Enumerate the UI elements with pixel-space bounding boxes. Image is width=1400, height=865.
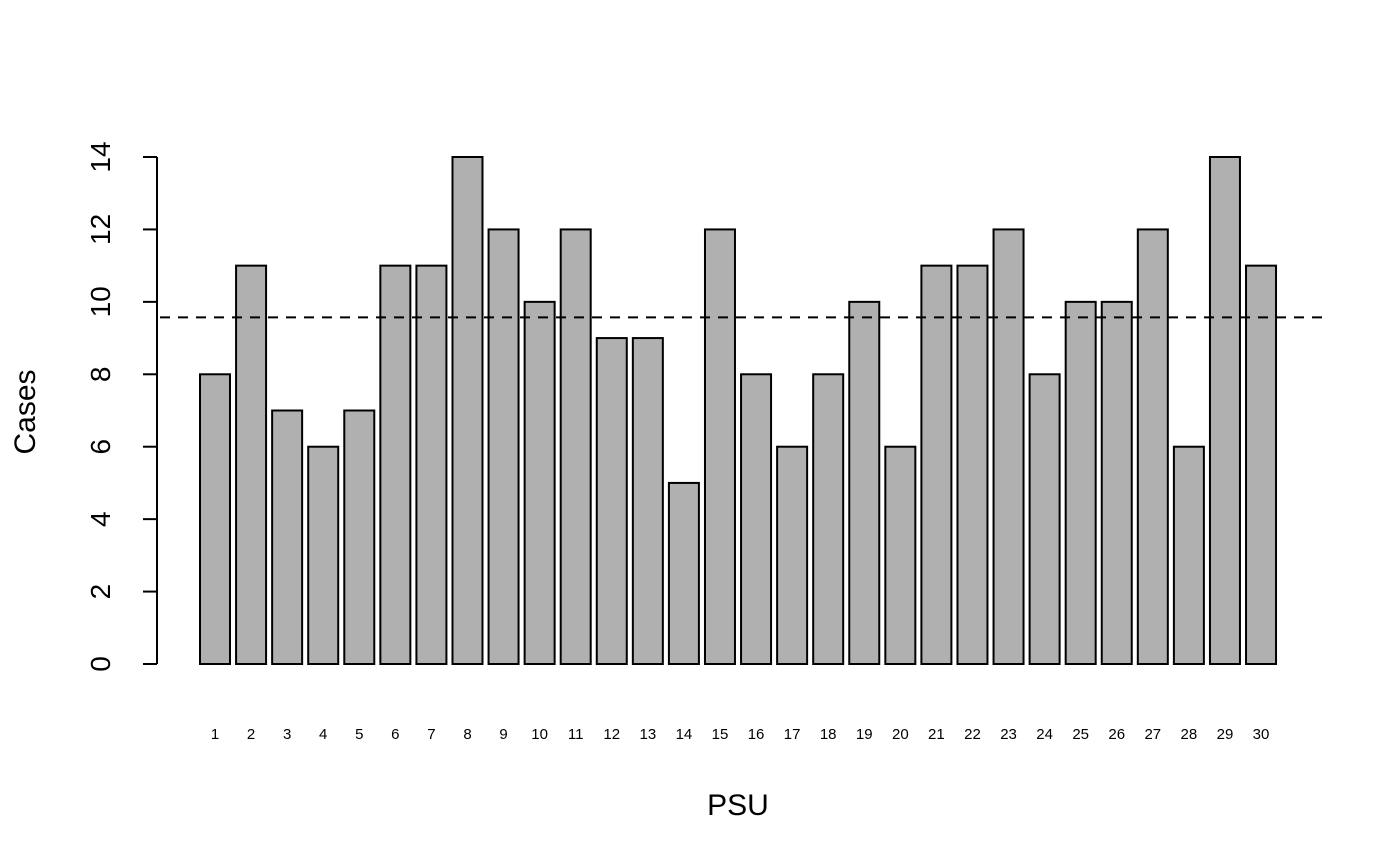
bar <box>884 445 917 666</box>
x-tick-label: 24 <box>1036 726 1053 743</box>
y-tick-label: 12 <box>85 214 116 245</box>
x-tick-label: 29 <box>1217 726 1234 743</box>
x-tick-label: 6 <box>391 726 399 743</box>
bar <box>523 300 556 665</box>
bar <box>343 409 376 665</box>
x-tick-label: 3 <box>283 726 291 743</box>
y-tick-label: 14 <box>85 141 116 172</box>
x-tick-label: 22 <box>964 726 981 743</box>
bar <box>235 264 268 665</box>
bar <box>740 373 773 665</box>
x-tick-label: 4 <box>319 726 327 743</box>
x-tick-label: 20 <box>892 726 909 743</box>
bar <box>271 409 304 665</box>
x-tick-label: 17 <box>784 726 801 743</box>
x-tick-label: 15 <box>712 726 729 743</box>
bar <box>1208 156 1241 665</box>
x-tick-label: 9 <box>499 726 507 743</box>
bar <box>307 445 340 666</box>
bar <box>956 264 989 665</box>
bar <box>776 445 809 666</box>
x-tick-label: 18 <box>820 726 837 743</box>
x-tick-label: 7 <box>427 726 435 743</box>
bar <box>487 228 520 666</box>
x-tick-label: 11 <box>568 726 584 743</box>
x-tick-label: 16 <box>748 726 765 743</box>
bar <box>812 373 845 665</box>
x-tick-label: 14 <box>676 726 693 743</box>
x-tick-label: 13 <box>639 726 656 743</box>
bar <box>1100 300 1133 665</box>
y-tick-label: 2 <box>85 584 116 600</box>
bar <box>848 300 881 665</box>
bar <box>631 337 664 665</box>
x-axis-title: PSU <box>707 789 769 822</box>
y-tick-label: 10 <box>85 286 116 317</box>
x-tick-label: 10 <box>531 726 548 743</box>
bar <box>559 228 592 666</box>
bar <box>667 481 700 665</box>
bar <box>595 337 628 665</box>
bar <box>379 264 412 665</box>
x-tick-label: 5 <box>355 726 363 743</box>
bar <box>1172 445 1205 666</box>
x-tick-label: 1 <box>211 726 219 743</box>
bar <box>1136 228 1169 666</box>
x-tick-label: 28 <box>1181 726 1198 743</box>
x-tick-label: 27 <box>1144 726 1161 743</box>
bar <box>415 264 448 665</box>
x-tick-labels: 1 2 3 4 5 6 7 8 9 10 11 12 13 14 15 16 17 18 19 20 21 22 23 24 2… <box>211 726 1270 743</box>
y-axis: 0 2 4 6 8 10 12 14 <box>85 141 158 672</box>
bar <box>199 373 231 665</box>
x-tick-label: 30 <box>1253 726 1270 743</box>
bar <box>1028 373 1061 665</box>
bar <box>1245 264 1278 665</box>
bars <box>199 156 1278 666</box>
y-tick-label: 6 <box>85 439 116 455</box>
y-tick-label: 0 <box>85 656 116 672</box>
x-tick-label: 2 <box>247 726 255 743</box>
y-axis-title: Cases <box>9 369 42 454</box>
x-tick-label: 12 <box>603 726 620 743</box>
x-tick-label: 21 <box>928 726 945 743</box>
x-tick-label: 25 <box>1072 726 1089 743</box>
bar <box>920 264 953 665</box>
bar <box>703 228 736 666</box>
x-tick-label: 26 <box>1108 726 1125 743</box>
bar <box>1064 300 1097 665</box>
y-tick-label: 8 <box>85 366 116 382</box>
y-tick-label: 4 <box>85 511 116 527</box>
bar <box>992 228 1025 666</box>
x-tick-label: 19 <box>856 726 873 743</box>
x-tick-label: 8 <box>463 726 471 743</box>
x-tick-label: 23 <box>1000 726 1017 743</box>
bar <box>451 156 484 665</box>
